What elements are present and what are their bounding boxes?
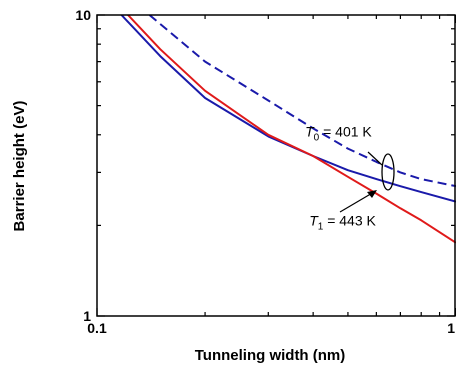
annotation-t0-symbol: T bbox=[305, 123, 315, 139]
plot-frame bbox=[96, 14, 456, 317]
annotations: T0 = 401 K T1 = 443 K bbox=[305, 123, 395, 232]
annotation-t1: T1 = 443 K bbox=[309, 212, 376, 232]
y-axis-title: Barrier height (eV) bbox=[11, 101, 28, 232]
x-tick-label: 1 bbox=[447, 320, 455, 336]
annotation-t0-subscript: 0 bbox=[314, 132, 320, 143]
x-tick-label: 0.1 bbox=[87, 320, 107, 336]
series-group-ellipse bbox=[381, 153, 395, 191]
annotation-t1-subscript: 1 bbox=[318, 221, 324, 232]
leader-line-t1 bbox=[339, 191, 375, 213]
series-line-2 bbox=[120, 15, 456, 203]
axis-ticks bbox=[96, 14, 456, 317]
y-tick-label: 1 bbox=[83, 308, 91, 324]
y-tick-label: 10 bbox=[75, 7, 91, 23]
plot-border bbox=[96, 14, 456, 317]
leader-arrowhead-t1 bbox=[367, 190, 377, 198]
leader-line-t0 bbox=[367, 151, 383, 166]
series-line-1 bbox=[148, 15, 456, 188]
x-axis-title: Tunneling width (nm) bbox=[195, 347, 346, 364]
plot-lines bbox=[120, 15, 456, 244]
annotation-t1-symbol: T bbox=[309, 212, 319, 228]
annotation-t1-text: = 443 K bbox=[323, 212, 376, 228]
series-line-3 bbox=[127, 15, 456, 244]
annotation-t0-text: = 401 K bbox=[319, 123, 372, 139]
annotation-t0: T0 = 401 K bbox=[305, 123, 372, 143]
